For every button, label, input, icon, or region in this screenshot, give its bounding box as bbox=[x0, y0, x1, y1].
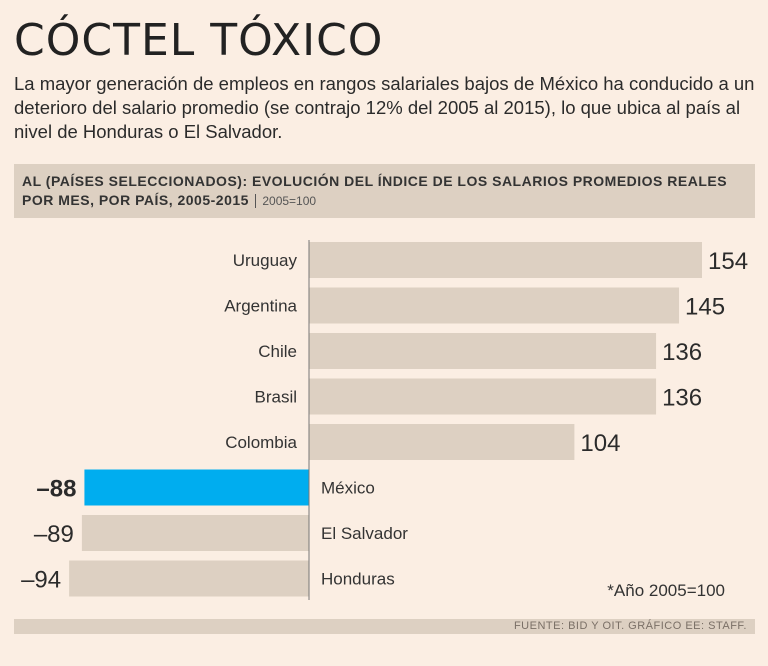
data-label: 136 bbox=[662, 385, 702, 412]
data-label: –89 bbox=[34, 521, 74, 548]
footer-source: FUENTE: BID Y OIT. GRÁFICO EE: STAFF. bbox=[513, 620, 747, 632]
bar-mexico bbox=[84, 469, 309, 506]
category-label: Chile bbox=[258, 342, 297, 361]
data-label: 136 bbox=[662, 339, 702, 366]
data-label: –94 bbox=[21, 567, 61, 594]
page-title: CÓCTEL TÓXICO bbox=[14, 15, 384, 66]
category-label: Argentina bbox=[224, 297, 297, 316]
bar-colombia bbox=[309, 424, 575, 460]
category-label: Uruguay bbox=[233, 251, 298, 270]
chart-header: AL (Países seleccionados): Evolución del… bbox=[14, 164, 755, 218]
chart-annotation: *Año 2005=100 bbox=[607, 581, 725, 600]
data-label: 154 bbox=[708, 248, 748, 275]
category-label: México bbox=[321, 479, 375, 498]
category-label: Honduras bbox=[321, 570, 395, 589]
category-label: Brasil bbox=[254, 388, 297, 407]
data-label: 104 bbox=[580, 430, 620, 457]
chart-header-unit: 2005=100 bbox=[255, 194, 317, 208]
bar-brasil bbox=[309, 378, 657, 415]
chart-header-text: AL (Países seleccionados): Evolución del… bbox=[22, 172, 742, 211]
category-label: Colombia bbox=[225, 433, 297, 452]
footer: FUENTE: BID Y OIT. GRÁFICO EE: STAFF. bbox=[14, 619, 755, 634]
bar-chart: Uruguay 154 Argentina 145 Chile 136 Brasil 136 C… bbox=[21, 240, 748, 600]
data-label: –88 bbox=[36, 476, 76, 503]
bar-chile bbox=[309, 333, 657, 369]
bar-el-salvador bbox=[81, 515, 310, 551]
subtitle: La mayor generación de empleos en rangos… bbox=[14, 73, 755, 142]
bar-honduras bbox=[69, 560, 309, 597]
bar-uruguay bbox=[309, 242, 702, 278]
bar-argentina bbox=[309, 287, 680, 324]
chart-header-title: AL (Países seleccionados): Evolución del… bbox=[22, 173, 728, 208]
category-label: El Salvador bbox=[321, 524, 408, 543]
data-label: 145 bbox=[685, 294, 725, 321]
